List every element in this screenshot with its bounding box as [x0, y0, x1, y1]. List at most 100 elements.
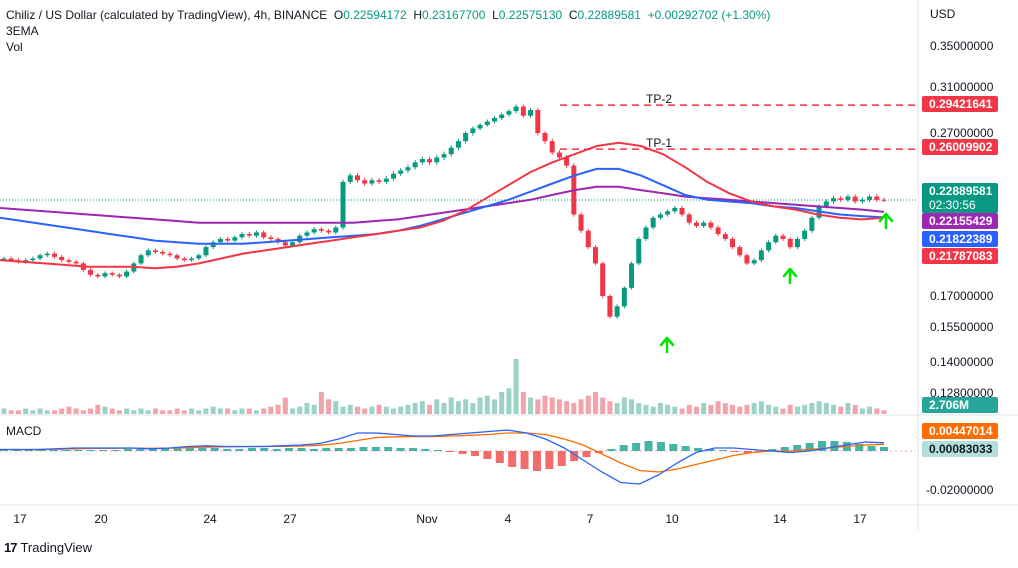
macd-histogram-bar — [409, 448, 418, 451]
volume-bar — [116, 410, 122, 414]
volume-bar — [88, 408, 94, 414]
candle-body — [672, 207, 678, 212]
candle-body — [347, 175, 353, 182]
volume-bar — [189, 408, 195, 414]
ema-indicator-label[interactable]: 3EMA — [6, 24, 39, 38]
candle-body — [758, 250, 764, 261]
volume-bar — [376, 404, 382, 414]
volume-bar — [59, 408, 65, 414]
volume-bar — [650, 406, 656, 414]
volume-bar — [340, 406, 346, 414]
candle-body — [744, 255, 750, 264]
price-badge-label: 0.26009902 — [929, 140, 993, 154]
volume-bar — [290, 408, 296, 414]
candle-body — [51, 253, 57, 257]
macd-histogram-bar — [136, 449, 145, 451]
macd-histogram-bar — [49, 450, 58, 451]
volume-bar — [672, 406, 678, 414]
macd-histogram-bar — [632, 443, 641, 451]
candle-body — [326, 230, 332, 233]
candle-body — [340, 181, 346, 228]
volume-bar — [383, 406, 389, 414]
candle-body — [304, 232, 310, 236]
ema-fast-line — [0, 141, 885, 270]
macd-histogram-bar — [37, 450, 46, 451]
candle-body — [37, 255, 43, 259]
price-badge — [922, 441, 998, 457]
time-tick-label: Nov — [416, 512, 437, 526]
volume-bar — [145, 410, 151, 414]
time-tick-label: 20 — [94, 512, 108, 526]
candle-body — [636, 238, 642, 264]
volume-bar — [210, 406, 216, 414]
candle-body — [470, 128, 476, 133]
volume-bar — [528, 397, 534, 414]
macd-histogram-bar — [99, 450, 108, 451]
price-badge — [922, 96, 998, 112]
volume-bar — [874, 408, 880, 414]
candle-body — [167, 253, 173, 256]
price-badge — [922, 248, 998, 264]
volume-bar — [318, 392, 324, 414]
macd-histogram-bar — [582, 451, 591, 457]
volume-bar — [30, 410, 36, 414]
time-tick-label: 24 — [203, 512, 217, 526]
candle-body — [592, 247, 598, 264]
volume-bar — [665, 404, 671, 414]
volume-bar — [73, 408, 79, 414]
volume-bar — [239, 408, 245, 414]
volume-bar — [66, 406, 72, 414]
macd-histogram-bar — [520, 451, 529, 469]
candle-body — [852, 196, 858, 202]
time-tick-label: 17 — [853, 512, 867, 526]
macd-histogram-bar — [768, 449, 777, 451]
macd-histogram-bar — [235, 449, 244, 451]
macd-histogram-bar — [780, 447, 789, 451]
volume-bar — [455, 401, 461, 414]
candle-body — [600, 263, 606, 296]
volume-bar — [398, 406, 404, 414]
countdown-label: 02:30:56 — [929, 198, 976, 212]
macd-indicator-label[interactable]: MACD — [6, 424, 42, 438]
candle-body — [59, 256, 65, 261]
candle-body — [95, 274, 101, 277]
candle-body — [564, 157, 570, 166]
candle-body — [708, 222, 714, 228]
volume-bar — [578, 399, 584, 414]
candle-body — [181, 258, 187, 261]
macd-histogram-bar — [347, 448, 356, 451]
candle-body — [477, 124, 483, 129]
candle-body — [434, 157, 440, 163]
macd-histogram-bar — [880, 447, 888, 451]
candle-body — [881, 199, 887, 201]
macd-histogram-bar — [545, 451, 554, 469]
candle-body — [66, 260, 72, 262]
tradingview-brand[interactable]: 17 TradingView — [4, 540, 92, 555]
macd-tick-label: -0.02000000 — [926, 483, 994, 497]
macd-histogram-bar — [334, 448, 343, 451]
macd-histogram-bar — [247, 448, 256, 451]
candle-body — [614, 306, 620, 317]
up-arrow-icon — [782, 267, 798, 285]
macd-line — [0, 429, 885, 485]
volume-indicator-label[interactable]: Vol — [6, 40, 23, 54]
up-arrow-icon — [878, 212, 894, 230]
open-value: 0.22594172 — [343, 8, 407, 22]
macd-histogram-bar — [793, 445, 802, 451]
volume-bar — [37, 408, 43, 414]
volume-bar — [636, 403, 642, 414]
volume-bar — [766, 404, 772, 414]
volume-bar — [737, 406, 743, 414]
macd-histogram-bar — [297, 448, 306, 451]
time-tick-label: 7 — [587, 512, 594, 526]
price-badge-label: 0.00083033 — [929, 442, 993, 456]
ema-mid-line — [0, 167, 885, 245]
tradingview-logo-icon: 17 — [4, 540, 18, 555]
candle-body — [333, 227, 339, 233]
volume-bar — [802, 404, 808, 414]
macd-histogram-bar — [570, 451, 579, 461]
price-tick-label: 0.17000000 — [930, 289, 994, 303]
macd-signal-line — [0, 432, 885, 473]
macd-histogram-bar — [86, 450, 95, 451]
